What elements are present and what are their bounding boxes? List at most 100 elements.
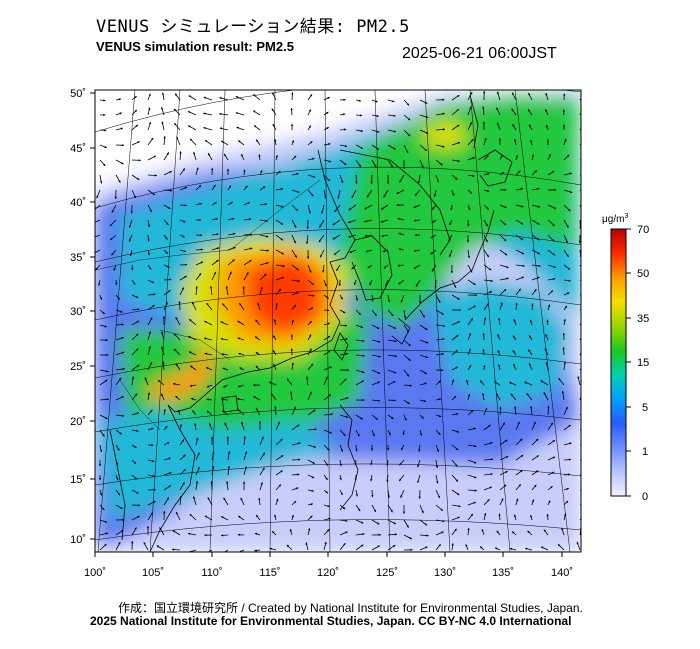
wind-arrowhead <box>325 463 328 466</box>
wind-arrowhead <box>328 143 331 146</box>
wind-arrowhead <box>522 264 525 267</box>
wind-arrowhead <box>582 320 584 322</box>
wind-arrowhead <box>455 447 459 451</box>
wind-arrowhead <box>168 485 172 488</box>
wind-arrowhead <box>298 442 301 445</box>
wind-arrowhead <box>253 110 256 113</box>
wind-arrowhead <box>178 410 181 413</box>
wind-arrowhead <box>394 354 397 358</box>
wind-arrowhead <box>290 123 294 126</box>
parallel-line <box>95 228 581 263</box>
wind-arrowhead <box>518 484 521 487</box>
wind-arrowhead <box>441 369 444 372</box>
wind-arrowhead <box>293 155 297 159</box>
wind-arrowhead <box>387 495 390 498</box>
field-cyan-south <box>100 410 340 520</box>
wind-arrowhead <box>199 202 202 205</box>
wind-arrowhead <box>496 91 500 94</box>
wind-arrowhead <box>514 406 517 409</box>
wind-arrowhead <box>225 286 228 289</box>
wind-arrowhead <box>551 239 555 242</box>
wind-arrowhead <box>224 153 227 157</box>
wind-arrowhead <box>426 341 429 344</box>
wind-arrowhead <box>134 109 137 113</box>
wind-arrowhead <box>544 348 547 351</box>
wind-arrowhead <box>175 93 178 96</box>
wind-arrowhead <box>537 276 540 279</box>
wind-arrowhead <box>206 367 209 370</box>
wind-arrowhead <box>190 365 193 368</box>
wind-arrowhead <box>370 181 373 184</box>
wind-arrowhead <box>402 432 405 435</box>
wind-arrowhead <box>357 434 360 437</box>
wind-arrowhead <box>239 367 242 370</box>
wind-arrowhead <box>116 462 119 466</box>
wind-arrowhead <box>216 260 219 263</box>
wind-arrowhead <box>327 309 330 312</box>
wind-arrowhead <box>282 264 285 268</box>
wind-arrowhead <box>470 92 473 95</box>
wind-arrowhead <box>376 147 379 150</box>
wind-arrowhead <box>312 175 316 178</box>
wind-arrowhead <box>390 165 393 168</box>
wind-arrowhead <box>291 319 294 322</box>
wind-arrowhead <box>565 406 568 410</box>
wind-arrowhead <box>468 394 471 397</box>
wind-arrowhead <box>578 241 581 244</box>
wind-arrowhead <box>150 512 153 515</box>
wind-arrowhead <box>520 222 524 225</box>
wind-arrowhead <box>226 168 230 171</box>
wind-arrowhead <box>327 322 330 325</box>
lat-tick-label: 20˚ <box>70 416 86 428</box>
wind-arrowhead <box>280 470 283 473</box>
wind-arrowhead <box>437 495 440 499</box>
wind-arrowhead <box>397 264 400 267</box>
wind-arrowhead <box>562 347 565 350</box>
wind-arrowhead <box>187 111 191 114</box>
wind-arrowhead <box>360 325 364 329</box>
wind-arrowhead <box>273 363 276 367</box>
wind-arrowhead <box>137 515 140 518</box>
wind-arrowhead <box>583 363 585 365</box>
wind-arrowhead <box>373 509 376 512</box>
wind-arrowhead <box>117 493 120 496</box>
wind-arrowhead <box>584 409 586 411</box>
wind-arrowhead <box>457 516 460 519</box>
wind-arrowhead <box>120 530 124 533</box>
wind-arrowhead <box>518 170 521 174</box>
wind-arrowhead <box>137 504 141 507</box>
wind-arrowhead <box>456 430 459 433</box>
wind-arrowhead <box>237 337 240 340</box>
wind-arrowhead <box>535 438 539 442</box>
wind-arrowhead <box>242 481 246 484</box>
wind-arrowhead <box>351 195 354 198</box>
wind-arrowhead <box>417 480 420 483</box>
wind-arrowhead <box>425 356 429 359</box>
wind-arrowhead <box>505 471 508 474</box>
wind-arrowhead <box>349 250 352 253</box>
wind-arrowhead <box>438 300 441 303</box>
wind-arrow <box>95 234 101 238</box>
wind-arrowhead <box>552 456 556 459</box>
wind-arrowhead <box>457 297 460 300</box>
wind-arrowhead <box>469 191 472 194</box>
wind-arrowhead <box>576 541 579 545</box>
wind-arrowhead <box>534 289 537 292</box>
wind-arrowhead <box>254 532 258 535</box>
parallel-line <box>95 166 581 209</box>
wind-arrowhead <box>537 205 541 208</box>
wind-arrowhead <box>552 440 555 443</box>
wind-arrowhead <box>448 238 451 241</box>
wind-arrowhead <box>203 96 206 99</box>
wind-arrowhead <box>281 205 284 208</box>
wind-arrowhead <box>528 93 531 96</box>
wind-arrowhead <box>168 206 171 209</box>
wind-arrowhead <box>403 316 407 319</box>
wind-arrowhead <box>538 264 541 267</box>
wind-arrowhead <box>504 206 507 209</box>
wind-arrowhead <box>204 515 208 518</box>
wind-arrowhead <box>358 164 361 167</box>
wind-arrowhead <box>398 248 402 251</box>
wind-arrowhead <box>558 378 561 381</box>
wind-arrowhead <box>329 366 332 369</box>
